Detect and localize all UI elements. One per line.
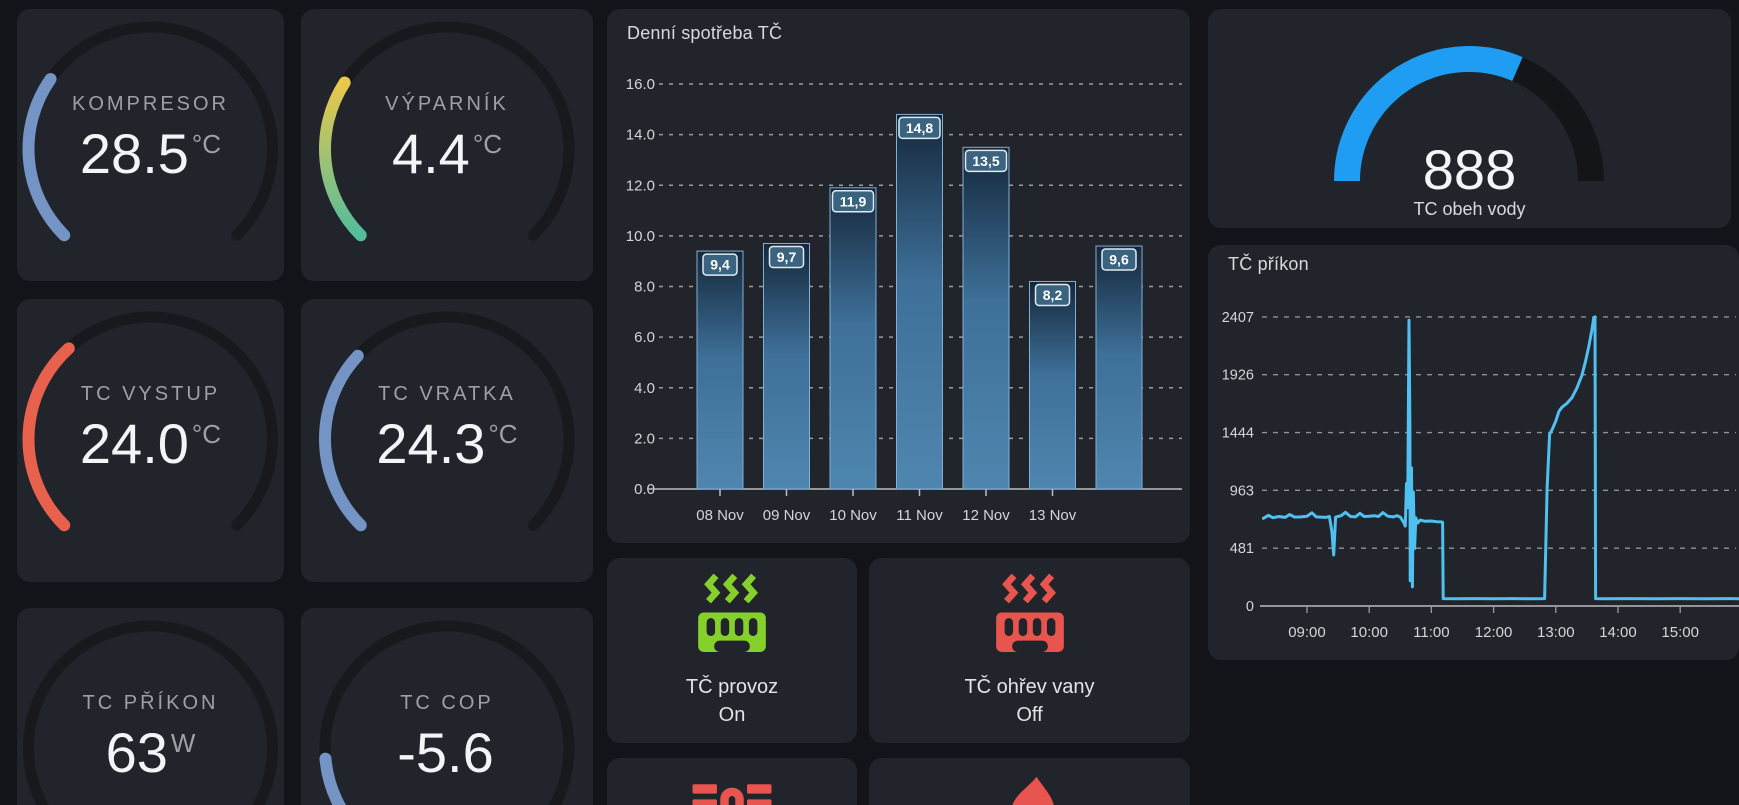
gauge-unit: W bbox=[170, 728, 196, 758]
svg-text:6.0: 6.0 bbox=[634, 329, 655, 346]
svg-text:11,9: 11,9 bbox=[840, 193, 867, 209]
daily-consumption-bar-chart[interactable]: 16.0 14.0 12.0 10.0 8.0 6.0 4.0 2.0 0.0 9,4 9,7 11,… bbox=[607, 9, 1190, 543]
gauge-unit: °C bbox=[191, 419, 222, 449]
svg-text:16.0: 16.0 bbox=[626, 76, 655, 93]
gauge-label: TC VYSTUP bbox=[80, 383, 221, 405]
gauge-text: VÝPARNÍK 4.4 °C bbox=[301, 9, 593, 281]
status-card-state: On bbox=[718, 704, 746, 726]
gauge-label: TC VRATKA bbox=[378, 383, 516, 405]
gauge-unit: °C bbox=[191, 129, 222, 159]
svg-text:0.0: 0.0 bbox=[634, 481, 655, 498]
gauge-card-kompresor: KOMPRESOR 28.5 °C bbox=[17, 9, 284, 281]
svg-text:1926: 1926 bbox=[1222, 368, 1254, 384]
svg-text:14.0: 14.0 bbox=[626, 127, 655, 144]
gauge-unit: °C bbox=[472, 129, 503, 159]
status-card-title: TČ ohřev vany bbox=[964, 676, 1095, 698]
svg-text:11 Nov: 11 Nov bbox=[896, 507, 943, 524]
gauge-card-vyparnik: VÝPARNÍK 4.4 °C bbox=[301, 9, 593, 281]
status-card-tc-provoz: TČ provoz On bbox=[607, 558, 857, 743]
svg-text:09:00: 09:00 bbox=[1288, 624, 1326, 641]
svg-text:11:00: 11:00 bbox=[1413, 624, 1449, 641]
status-card-state: Off bbox=[1016, 704, 1043, 726]
radiator-icon bbox=[698, 573, 766, 652]
gauge-value: 24.3 °C bbox=[376, 412, 518, 475]
svg-text:2407: 2407 bbox=[1222, 310, 1254, 326]
svg-text:13 Nov: 13 Nov bbox=[1029, 507, 1077, 524]
status-card-heater bbox=[607, 758, 857, 805]
svg-text:14,8: 14,8 bbox=[906, 120, 933, 136]
gauge-card-tc-vystup: TC VYSTUP 24.0 °C bbox=[17, 299, 284, 582]
svg-text:8,2: 8,2 bbox=[1043, 287, 1063, 303]
half-gauge-value: 888 bbox=[1422, 138, 1517, 201]
panel-tc-obeh-vody: 888 TC obeh vody bbox=[1208, 9, 1731, 228]
gauge-card-tc-cop: TC COP -5.6 bbox=[301, 608, 593, 805]
gauge-text: TC VYSTUP 24.0 °C bbox=[17, 299, 284, 582]
panel-title-daily-consumption[interactable]: Denní spotřeba TČ bbox=[627, 23, 783, 43]
svg-text:1444: 1444 bbox=[1222, 426, 1254, 442]
gauge-text: TC COP -5.6 bbox=[301, 608, 593, 805]
svg-text:10.0: 10.0 bbox=[626, 228, 655, 245]
svg-text:9,7: 9,7 bbox=[777, 249, 797, 265]
status-card-title: TČ provoz bbox=[685, 676, 779, 698]
gauge-arc-tc-cop bbox=[319, 620, 575, 805]
gauge-value: 63 W bbox=[105, 721, 196, 784]
half-gauge-arc bbox=[1334, 46, 1604, 182]
gauge-card-tc-vratka: TC VRATKA 24.3 °C bbox=[301, 299, 593, 582]
heater-icon bbox=[692, 784, 772, 805]
gauge-card-tc-prikon: TC PŘÍKON 63 W bbox=[17, 608, 284, 805]
gauge-text: TC VRATKA 24.3 °C bbox=[301, 299, 593, 582]
svg-text:14:00: 14:00 bbox=[1599, 624, 1637, 641]
panel-tc-prikon-chart: TČ příkon 2407 1926 1444 963 481 0 09:00 10:00 1… bbox=[1208, 245, 1739, 660]
gauge-label: VÝPARNÍK bbox=[385, 93, 509, 115]
svg-text:13:00: 13:00 bbox=[1537, 624, 1575, 641]
svg-text:12.0: 12.0 bbox=[626, 177, 655, 194]
gauge-value: 28.5 °C bbox=[79, 122, 222, 185]
half-gauge-label: TC obeh vody bbox=[1413, 199, 1526, 219]
svg-text:9,6: 9,6 bbox=[1109, 252, 1129, 268]
svg-text:9,4: 9,4 bbox=[710, 257, 730, 273]
panel-title-tc-prikon[interactable]: TČ příkon bbox=[1228, 254, 1309, 274]
status-card-water bbox=[869, 758, 1190, 805]
radiator-icon bbox=[995, 573, 1064, 652]
svg-text:15:00: 15:00 bbox=[1661, 624, 1699, 641]
gauge-value: 4.4 °C bbox=[391, 122, 503, 185]
gauge-value: 24.0 °C bbox=[79, 412, 222, 475]
status-card-tc-ohrev-vany: TČ ohřev vany Off bbox=[869, 558, 1190, 743]
panel-daily-consumption: Denní spotřeba TČ 16.0 14.0 12.0 10.0 8.0 6.0… bbox=[607, 9, 1190, 543]
gauge-arc-tc-prikon bbox=[23, 620, 278, 805]
gauge-text: TC PŘÍKON 63 W bbox=[17, 608, 284, 805]
gauge-arc-tc-vystup bbox=[22, 311, 278, 532]
water-drop-icon bbox=[1012, 776, 1054, 805]
gauge-text: KOMPRESOR 28.5 °C bbox=[17, 9, 284, 281]
svg-text:4.0: 4.0 bbox=[634, 380, 655, 397]
tc-prikon-line-chart[interactable]: 2407 1926 1444 963 481 0 09:00 10:00 11:00 12:00 1… bbox=[1208, 245, 1739, 660]
gauge-arc-kompresor bbox=[22, 21, 278, 242]
svg-text:13,5: 13,5 bbox=[972, 153, 999, 169]
svg-text:0: 0 bbox=[1246, 599, 1254, 615]
svg-text:2.0: 2.0 bbox=[634, 430, 655, 447]
gauge-unit: °C bbox=[488, 419, 518, 449]
svg-text:963: 963 bbox=[1230, 483, 1254, 499]
svg-text:08 Nov: 08 Nov bbox=[696, 507, 744, 524]
gauge-label: KOMPRESOR bbox=[71, 93, 230, 115]
gauge-value: -5.6 bbox=[397, 721, 494, 784]
svg-text:481: 481 bbox=[1230, 541, 1254, 557]
gauge-arc-vyparnik bbox=[318, 21, 575, 242]
svg-text:8.0: 8.0 bbox=[634, 279, 655, 296]
svg-text:12 Nov: 12 Nov bbox=[962, 507, 1010, 524]
svg-text:10 Nov: 10 Nov bbox=[829, 507, 877, 524]
gauge-label: TC PŘÍKON bbox=[82, 692, 219, 714]
svg-text:09 Nov: 09 Nov bbox=[763, 507, 811, 524]
svg-text:12:00: 12:00 bbox=[1475, 624, 1513, 641]
gauge-label: TC COP bbox=[400, 692, 494, 714]
svg-text:10:00: 10:00 bbox=[1350, 624, 1388, 641]
gauge-arc-tc-vratka bbox=[319, 311, 575, 532]
